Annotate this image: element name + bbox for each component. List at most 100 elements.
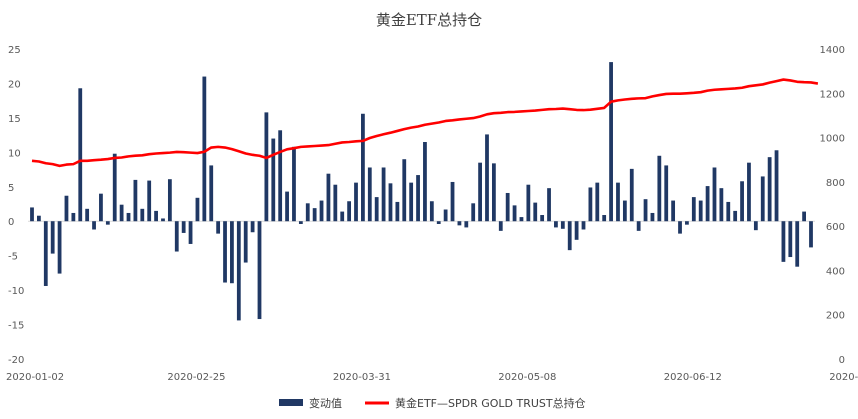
bar [588,187,593,222]
right-axis: 1400 1200 1000 800 600 400 200 0 [820,45,845,366]
bar [643,199,648,222]
bar [436,221,441,224]
bar [126,212,131,222]
bar [37,215,41,222]
bar [678,221,682,234]
right-tick-label: 1200 [820,89,845,100]
bar [795,221,800,267]
x-tick-label: 2020-07-27 [829,372,858,383]
legend-line-label: 黄金ETF—SPDR GOLD TRUST总持仓 [395,396,586,410]
x-tick-label: 2020-01-02 [6,372,64,383]
bar [140,208,145,222]
bar [71,212,76,222]
right-tick-label: 1000 [820,134,845,145]
bar [195,197,200,222]
bar [85,208,90,222]
bar [753,221,758,231]
bar [491,163,496,222]
x-axis: 2020-01-02 2020-02-25 2020-03-31 2020-05-08… [6,372,858,383]
bar [519,217,524,222]
left-tick-label: 0 [8,217,14,228]
bar [202,76,207,222]
line-series [31,78,819,168]
bar [105,221,110,225]
bar [50,221,55,254]
bar [388,183,393,222]
left-axis: 25 20 15 10 5 0 -5 -10 -15 -20 [8,45,24,366]
bar [809,221,813,248]
bar [319,200,324,222]
bar [333,184,338,222]
bar [505,192,510,222]
bar [423,142,427,222]
bar [292,146,296,222]
left-tick-label: 15 [8,114,21,125]
bar [409,182,414,222]
left-tick-label: -10 [8,286,24,297]
bar [243,221,248,263]
bar [567,221,572,251]
bar [512,205,517,222]
bar [760,176,765,222]
right-tick-label: 1400 [820,45,845,56]
bar [236,221,241,321]
bar [347,201,352,222]
bar [271,138,276,222]
bar [57,221,62,274]
bar [381,167,386,222]
bar [312,208,317,222]
x-tick-label: 2020-06-12 [664,372,722,383]
bar [705,186,710,222]
bar [395,201,400,222]
bar [574,221,579,240]
bar [733,210,738,222]
bar [685,221,689,225]
bar [99,193,103,222]
bar [650,212,655,222]
right-tick-label: 600 [826,222,845,233]
bar [616,182,620,222]
bar [540,215,545,222]
bar [485,134,489,222]
bar [340,211,345,222]
bar [498,221,503,231]
left-tick-label: -5 [8,252,18,263]
bar [629,168,634,222]
bar [43,221,48,286]
bar [416,175,420,222]
bar [581,221,586,230]
bar [478,162,482,222]
bar [374,197,379,222]
bar [622,200,627,222]
bar [719,188,724,222]
bar [119,204,124,222]
left-tick-label: 10 [8,148,21,159]
bar [691,197,696,222]
bar [533,202,538,222]
bar [174,221,179,252]
bar [636,221,641,231]
bar [595,182,600,222]
bar [554,221,558,228]
bar [354,182,358,222]
bar [326,173,331,222]
bar [402,159,407,222]
bar [526,184,531,222]
bar [30,207,34,222]
bar [361,113,365,222]
bar [367,167,372,222]
bar [264,112,269,222]
bar [450,181,455,222]
legend-bar-swatch [279,399,303,406]
bar [443,209,448,222]
bar [712,167,717,222]
left-tick-label: -20 [8,355,24,366]
legend-bar-label: 变动值 [309,396,342,410]
x-tick-label: 2020-02-25 [167,372,225,383]
bar [216,221,221,234]
right-tick-label: 400 [826,266,845,277]
bar-series [28,62,815,321]
bar [788,221,793,258]
